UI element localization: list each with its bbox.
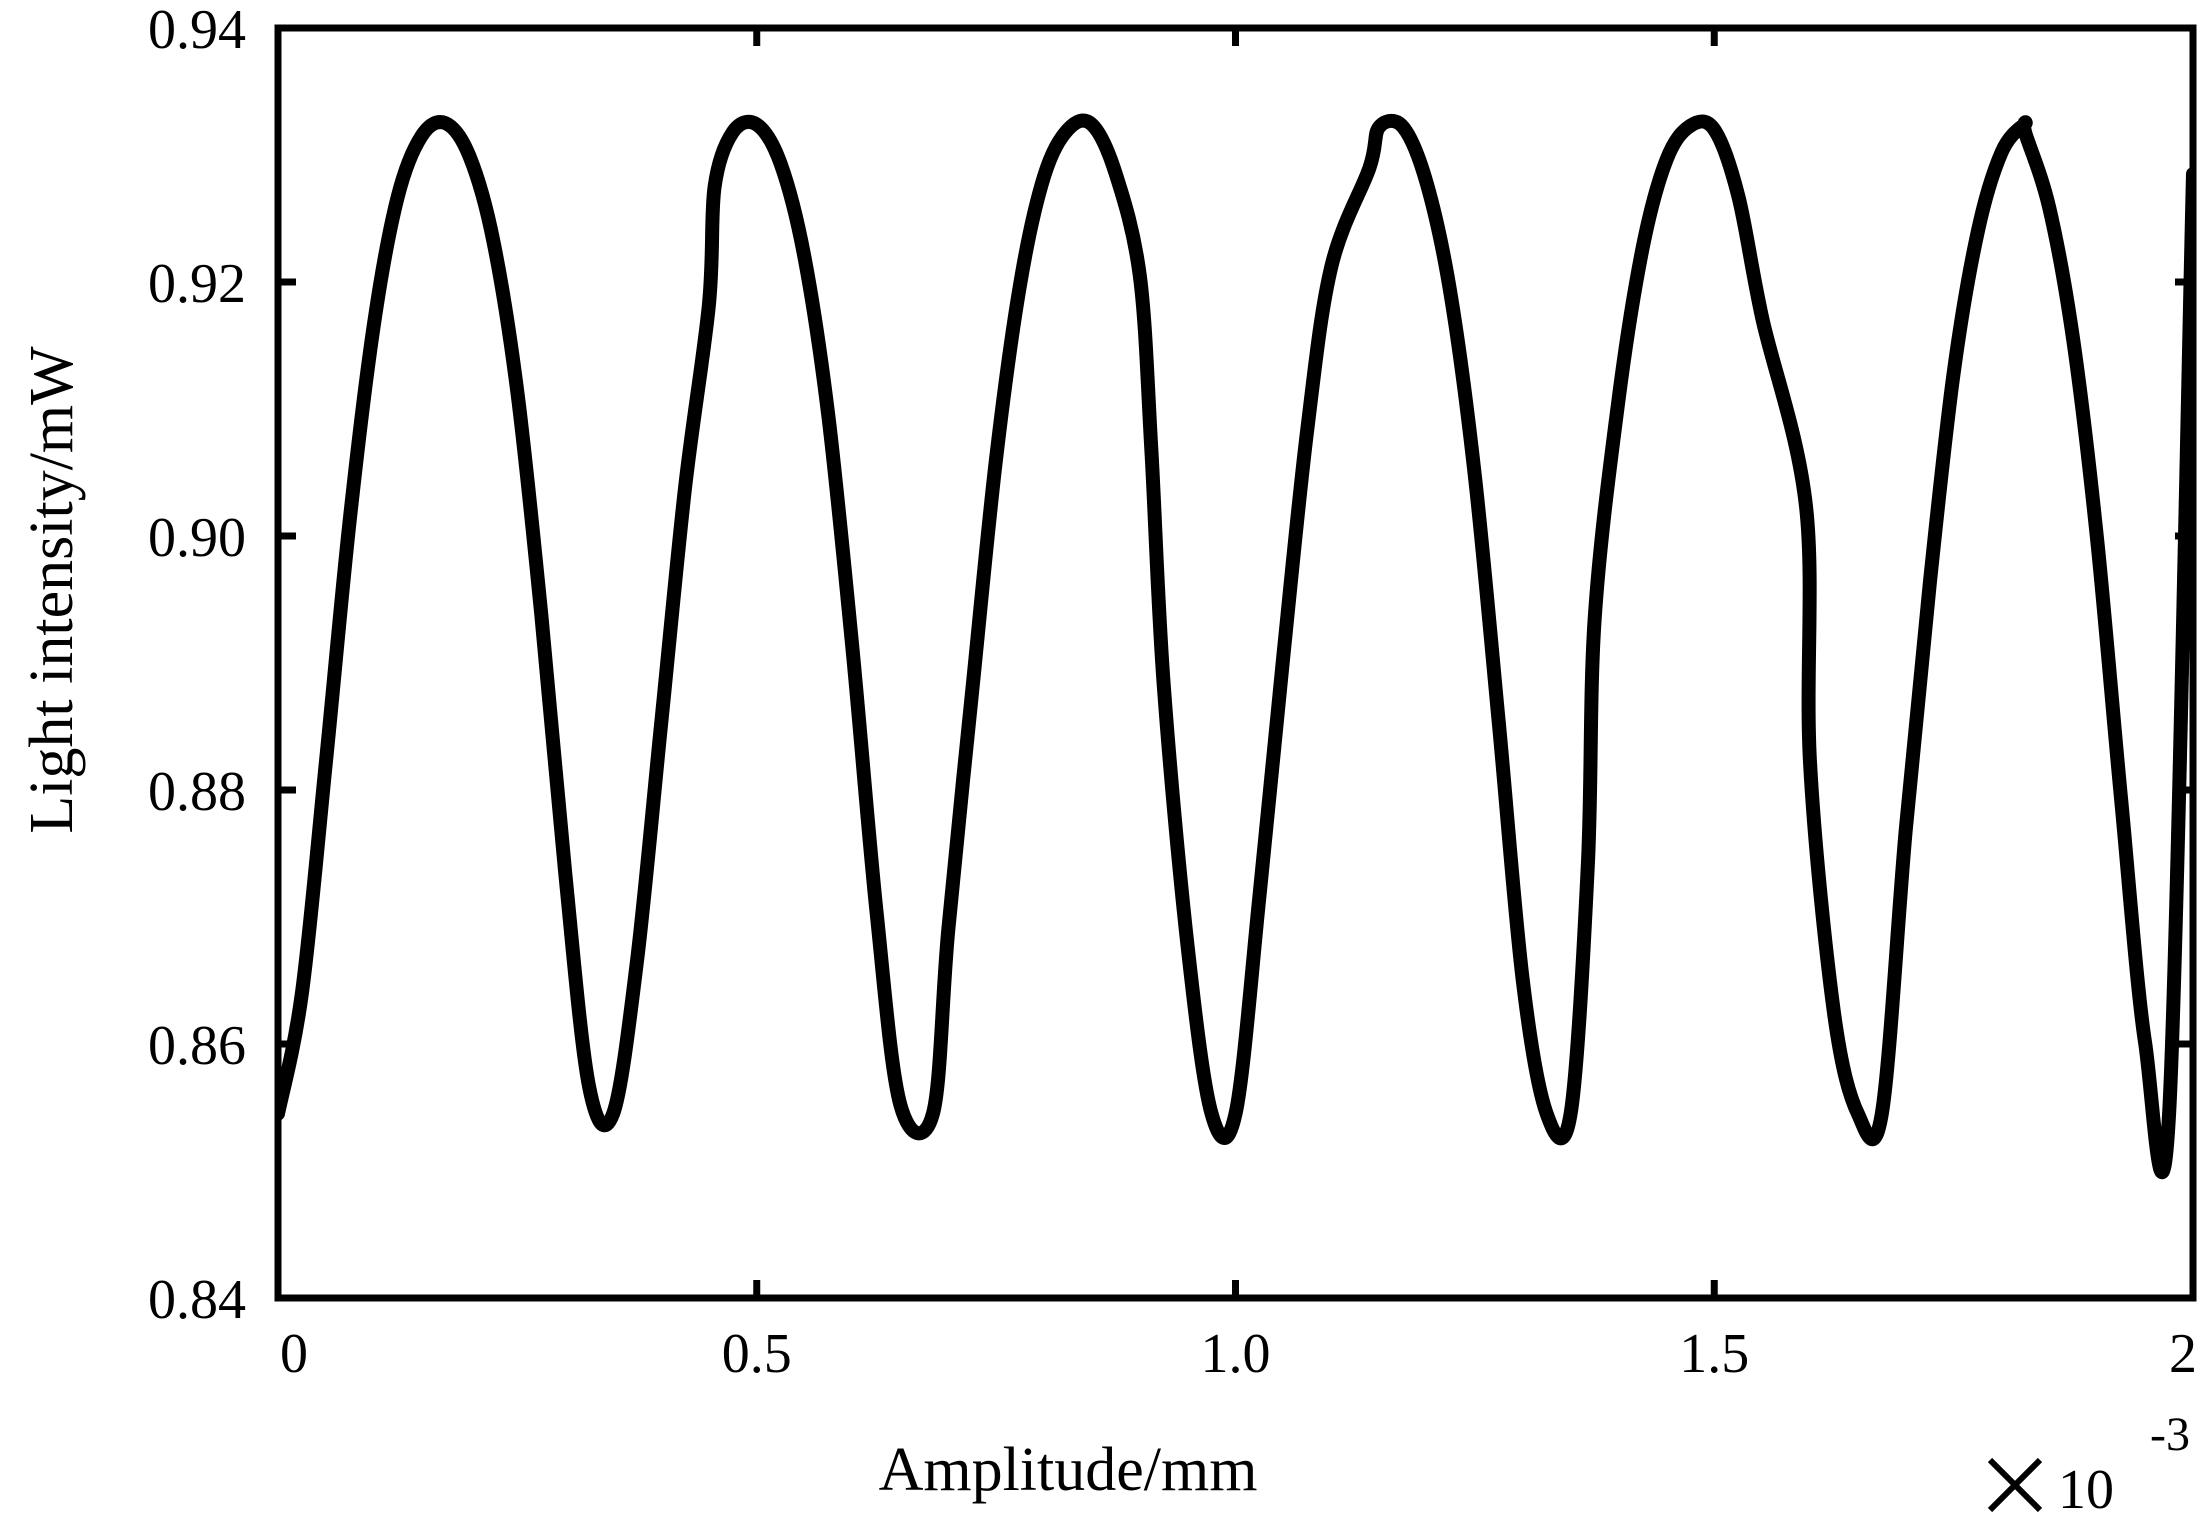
x-axis-multiplier: 10 -3 [1987,1408,2190,1521]
x-tick-label: 0.5 [722,1323,792,1385]
y-tick-label: 0.90 [148,507,246,569]
y-tick-label: 0.88 [148,761,246,823]
x-axis-ticks: 0 0.5 1.0 1.5 2 [274,28,2197,1385]
x-tick-label: 1.5 [1679,1323,1749,1385]
y-tick-label: 0.84 [148,1269,246,1331]
y-axis-label: Light intensity/mW [18,346,86,834]
y-axis-ticks: 0.84 0.86 0.88 0.90 0.92 0.94 [148,0,2193,1331]
x-tick-label: 2 [2169,1323,2197,1385]
x-tick-label: 0 [280,1323,308,1385]
multiplier-base: 10 [2058,1459,2114,1521]
y-tick-label: 0.86 [148,1015,246,1077]
y-tick-label: 0.94 [148,0,246,61]
x-axis-label: Amplitude/mm [879,1436,1258,1504]
x-tick-label: 1.0 [1201,1323,1271,1385]
series-line [278,113,2193,1180]
multiplier-exponent: -3 [2150,1408,2190,1461]
y-tick-label: 0.92 [148,253,246,315]
times-icon [1987,1457,2043,1513]
